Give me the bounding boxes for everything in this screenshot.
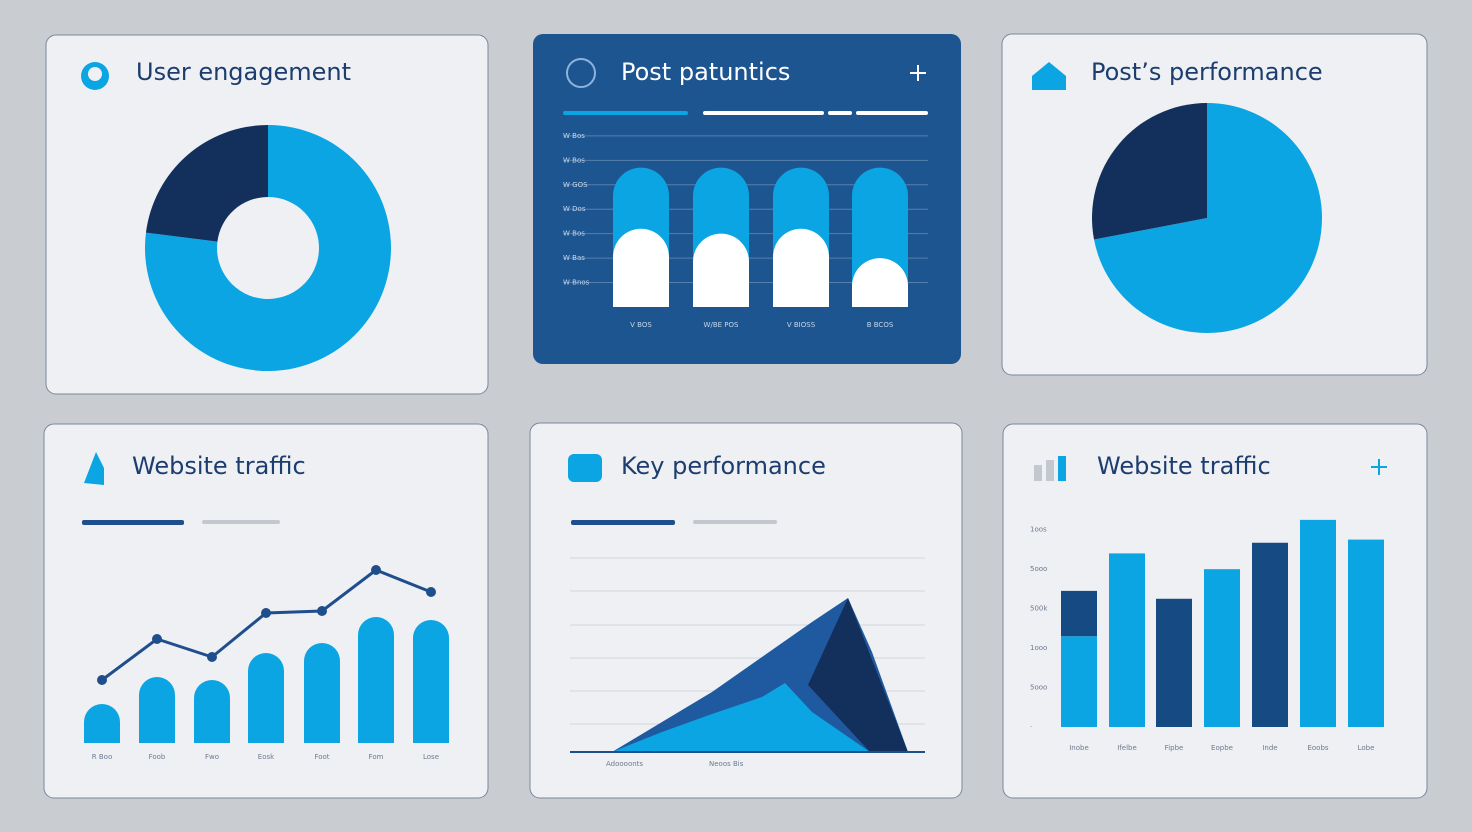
x-tick-label: Foot <box>314 753 329 761</box>
icon <box>1032 62 1066 90</box>
y-tick-label: 5ooo <box>1030 684 1047 692</box>
bar <box>1061 590 1097 637</box>
icon <box>1058 456 1066 481</box>
bar <box>1348 539 1384 727</box>
panel-title: User engagement <box>136 58 351 86</box>
panel-title: Post patuntics <box>621 58 790 86</box>
point <box>152 634 162 644</box>
bar <box>1156 598 1192 727</box>
x-tick-label: Lose <box>423 753 439 761</box>
bar <box>304 643 340 743</box>
y-tick-label: · <box>1030 723 1032 731</box>
point <box>261 608 271 618</box>
x-tick-label: Eoobs <box>1307 744 1328 752</box>
x-tick-label: Ifelbe <box>1117 744 1137 752</box>
panel-title: Key performance <box>621 452 826 480</box>
x-tick-label: Inde <box>1262 744 1277 752</box>
x-tick-label: Foob <box>149 753 166 761</box>
x-tick-label: Fom <box>369 753 384 761</box>
x-tick-label: V BOS <box>630 321 652 329</box>
y-tick-label: W Bos <box>563 230 585 238</box>
area <box>612 683 870 752</box>
panel-title: Website traffic <box>132 452 306 480</box>
add-button[interactable] <box>910 65 926 81</box>
icon <box>1034 465 1042 481</box>
bar <box>852 258 908 307</box>
x-tick-label: V BIOSS <box>787 321 816 329</box>
slice <box>145 125 391 371</box>
tab[interactable] <box>571 520 675 525</box>
icon <box>568 454 602 482</box>
bar <box>693 233 749 307</box>
y-tick-label: W Bnos <box>563 279 590 287</box>
tab[interactable] <box>703 111 824 115</box>
tab[interactable] <box>202 520 280 524</box>
x-tick-label: W/BE POS <box>704 321 739 329</box>
x-tick-label: Adoooonts <box>606 760 643 768</box>
bar <box>194 680 230 743</box>
bar <box>1061 636 1097 727</box>
x-tick-label: Fipbe <box>1165 744 1184 752</box>
y-tick-label: W Bos <box>563 132 585 140</box>
y-tick-label: 1oos <box>1030 526 1047 534</box>
area-shade <box>808 598 908 752</box>
tab[interactable] <box>828 111 852 115</box>
bar <box>613 228 669 307</box>
y-tick-label: 500k <box>1030 605 1048 613</box>
bar <box>413 620 449 743</box>
y-tick-label: W Bos <box>563 156 585 164</box>
bar <box>1252 542 1288 727</box>
bar <box>248 653 284 743</box>
bar <box>1109 553 1145 727</box>
bar <box>84 704 120 743</box>
tab[interactable] <box>82 520 184 525</box>
x-tick-label: Eosk <box>258 753 275 761</box>
x-tick-label: R Boo <box>92 753 112 761</box>
point <box>371 565 381 575</box>
panel <box>45 34 489 395</box>
slice <box>1094 103 1322 334</box>
x-tick-label: Lobe <box>1358 744 1375 752</box>
slice <box>1092 103 1207 240</box>
y-tick-label: 5ooo <box>1030 565 1047 573</box>
slice <box>145 125 268 242</box>
x-tick-label: Neoos Bis <box>709 760 744 768</box>
tab[interactable] <box>856 111 928 115</box>
x-tick-label: Eopbe <box>1211 744 1233 752</box>
icon <box>84 452 104 485</box>
panel-title: Post’s performance <box>1091 58 1323 86</box>
bar <box>773 228 829 307</box>
panel-title: Website traffic <box>1097 452 1271 480</box>
point <box>97 675 107 685</box>
icon <box>88 67 102 81</box>
y-tick-label: W GOS <box>563 181 588 189</box>
tab[interactable] <box>563 111 688 115</box>
y-tick-label: 1ooo <box>1030 644 1047 652</box>
tab[interactable] <box>693 520 777 524</box>
point <box>207 652 217 662</box>
y-tick-label: W Bas <box>563 254 585 262</box>
icon <box>1046 460 1054 481</box>
point <box>426 587 436 597</box>
bar <box>358 617 394 743</box>
x-tick-label: Inobe <box>1069 744 1089 752</box>
bar <box>139 677 175 743</box>
point <box>317 606 327 616</box>
y-tick-label: W Dos <box>563 205 586 213</box>
bar <box>1300 519 1336 727</box>
x-tick-label: B BCOS <box>867 321 894 329</box>
bar <box>1204 569 1240 727</box>
add-button[interactable] <box>1371 459 1387 475</box>
icon <box>566 58 596 88</box>
x-tick-label: Fwo <box>205 753 219 761</box>
